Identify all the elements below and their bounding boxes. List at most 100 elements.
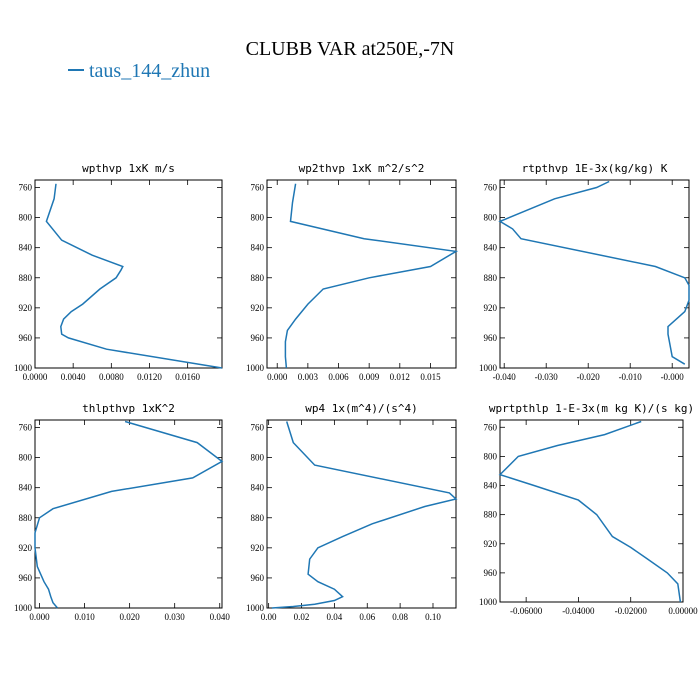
- x-tick-label: 0.04: [327, 612, 343, 622]
- x-tick-label: 0.030: [165, 612, 186, 622]
- y-tick-label: 760: [484, 183, 498, 193]
- x-tick-label: 0.0040: [61, 372, 86, 382]
- y-tick-label: 1000: [479, 363, 498, 373]
- x-tick-label: -0.020: [577, 372, 601, 382]
- x-tick-label: -0.02000: [615, 606, 648, 616]
- axes-frame: [34, 179, 223, 369]
- y-tick-label: 920: [251, 303, 265, 313]
- x-tick-label: 0.006: [328, 372, 349, 382]
- x-tick-label: 0.02: [294, 612, 310, 622]
- x-tick-label: 0.000: [29, 612, 50, 622]
- x-tick-label: -0.000: [661, 372, 685, 382]
- x-tick-label: -0.030: [535, 372, 559, 382]
- y-tick-label: 880: [19, 273, 33, 283]
- y-tick-label: 840: [251, 243, 265, 253]
- panel-4: thlpthvp 1xK^2 760 800 840 880 920 960 10000.00…: [14, 402, 230, 622]
- panel-title: wp2thvp 1xK m^2/s^2: [299, 162, 425, 175]
- y-tick-label: 1000: [14, 363, 33, 373]
- y-tick-label: 760: [251, 183, 265, 193]
- panel-5: wp4 1x(m^4)/(s^4)76080084088092096010000…: [246, 402, 458, 622]
- legend-label: taus_144_zhun: [89, 60, 210, 82]
- axes-frame: [266, 179, 457, 369]
- y-tick-label: 800: [484, 451, 498, 461]
- x-tick-label: 0.009: [359, 372, 380, 382]
- panel-6: wprtpthlp 1-E-3x(m kg K)/(s kg) 760 800 840…: [479, 402, 698, 616]
- y-tick-label: 920: [251, 543, 265, 553]
- legend: taus_144_zhun: [68, 60, 210, 82]
- axes-frame: [499, 419, 684, 603]
- y-tick-label: 880: [251, 513, 265, 523]
- figure-title: CLUBB VAR at250E,-7N: [246, 38, 455, 60]
- y-tick-label: 840: [19, 243, 33, 253]
- axes-frame: [266, 419, 457, 609]
- x-tick-label: 0.040: [210, 612, 231, 622]
- y-tick-label: 1000: [246, 603, 265, 613]
- x-tick-label: 0.00: [261, 612, 277, 622]
- x-tick-label: 0.08: [392, 612, 408, 622]
- panel-title: wpthvp 1xK m/s: [82, 162, 175, 175]
- x-tick-label: 0.0000: [23, 372, 48, 382]
- axes-frame: [499, 179, 690, 369]
- y-tick-label: 920: [484, 303, 498, 313]
- axes-frame: [34, 419, 223, 609]
- y-tick-label: 760: [251, 423, 265, 433]
- y-tick-label: 1000: [479, 597, 498, 607]
- x-tick-label: -0.040: [493, 372, 517, 382]
- y-tick-label: 760: [484, 422, 498, 432]
- y-tick-label: 840: [484, 481, 498, 491]
- series-line: [498, 420, 682, 603]
- y-tick-label: 840: [251, 483, 265, 493]
- y-tick-label: 800: [19, 453, 33, 463]
- x-tick-label: -0.04000: [562, 606, 595, 616]
- y-tick-label: 880: [484, 273, 498, 283]
- y-tick-label: 880: [19, 513, 33, 523]
- y-tick-label: 880: [484, 510, 498, 520]
- y-tick-label: 800: [251, 213, 265, 223]
- y-tick-label: 880: [251, 273, 265, 283]
- x-tick-label: 0.003: [298, 372, 319, 382]
- x-tick-label: 0.0120: [137, 372, 162, 382]
- y-tick-label: 800: [251, 453, 265, 463]
- series-line: [34, 420, 224, 609]
- panel-title: wp4 1x(m^4)/(s^4): [305, 402, 418, 415]
- y-tick-label: 960: [251, 333, 265, 343]
- y-tick-label: 920: [19, 303, 33, 313]
- y-tick-label: 960: [484, 568, 498, 578]
- x-tick-label: 0.10: [425, 612, 441, 622]
- y-tick-label: 800: [484, 213, 498, 223]
- x-tick-label: 0.012: [390, 372, 410, 382]
- panels: wpthvp 1xK m/s76080084088092096010000.00…: [14, 162, 698, 622]
- x-tick-label: 0.010: [74, 612, 95, 622]
- panel-title: rtpthvp 1E-3x(kg/kg) K: [522, 162, 668, 175]
- x-tick-label: -0.06000: [510, 606, 543, 616]
- x-tick-label: 0.0080: [99, 372, 124, 382]
- y-tick-label: 840: [484, 243, 498, 253]
- panel-1: wpthvp 1xK m/s76080084088092096010000.00…: [14, 162, 223, 382]
- x-tick-label: 0.015: [420, 372, 441, 382]
- series-line: [284, 183, 459, 369]
- y-tick-label: 800: [19, 213, 33, 223]
- x-tick-label: 0.0160: [175, 372, 200, 382]
- series-line: [271, 421, 458, 609]
- panel-title: thlpthvp 1xK^2: [82, 402, 175, 415]
- y-tick-label: 920: [484, 539, 498, 549]
- y-tick-label: 960: [484, 333, 498, 343]
- series-line: [498, 180, 690, 365]
- y-tick-label: 960: [19, 573, 33, 583]
- y-tick-label: 760: [19, 423, 33, 433]
- series-line: [45, 183, 223, 369]
- panel-2: wp2thvp 1xK m^2/s^2 760 800 840 880 920 960 100…: [246, 162, 459, 382]
- x-tick-label: 0.020: [120, 612, 141, 622]
- y-tick-label: 960: [251, 573, 265, 583]
- x-tick-label: 0.00000: [668, 606, 698, 616]
- x-tick-label: 0.000: [267, 372, 288, 382]
- y-tick-label: 920: [19, 543, 33, 553]
- x-tick-label: 0.06: [359, 612, 375, 622]
- panel-3: rtpthvp 1E-3x(kg/kg) K 760 800 840 880 920 960…: [479, 162, 690, 382]
- y-tick-label: 1000: [246, 363, 265, 373]
- x-tick-label: -0.010: [619, 372, 643, 382]
- y-tick-label: 840: [19, 483, 33, 493]
- y-tick-label: 1000: [14, 603, 33, 613]
- y-tick-label: 960: [19, 333, 33, 343]
